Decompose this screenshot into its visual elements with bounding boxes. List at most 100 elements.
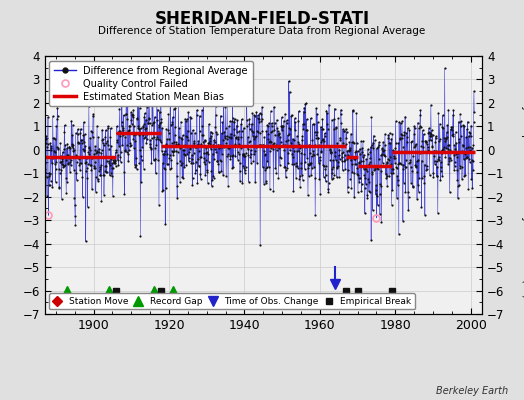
Point [108,164,117,171]
Point [219,137,227,143]
Point [105,158,114,164]
Point [157,118,166,125]
Point [42,174,51,180]
Point [192,158,200,165]
Point [82,238,90,245]
Point [237,116,246,122]
Point [179,174,188,181]
Point [118,142,127,148]
Point [425,136,433,143]
Point [170,132,179,138]
Point [134,89,142,95]
Point [440,144,449,150]
Point [294,108,303,114]
Point [377,183,385,190]
Point [303,161,312,167]
Point [233,149,242,155]
Point [339,140,347,146]
Point [298,177,307,184]
Point [100,191,108,198]
Point [383,172,391,179]
Point [406,148,414,155]
Point [118,93,126,100]
Point [73,154,81,160]
Point [194,138,202,144]
Point [42,135,50,142]
Point [189,174,197,181]
Point [385,140,393,146]
Point [318,126,326,132]
Point [181,118,190,124]
Point [123,149,131,155]
Point [270,104,278,110]
Point [399,166,408,172]
Point [74,139,82,146]
Point [301,166,309,172]
Point [436,136,444,142]
Point [366,158,374,165]
Point [101,163,109,169]
Point [158,188,167,194]
Point [108,160,116,166]
Point [169,152,177,158]
Point [394,177,402,183]
Point [77,159,85,166]
Point [385,172,393,179]
Point [202,156,210,163]
Point [63,140,72,147]
Point [266,148,275,154]
Point [397,120,405,126]
Point [68,143,76,150]
Point [221,104,230,110]
Point [255,110,264,116]
Point [276,155,285,161]
Point [454,195,462,201]
Point [180,151,188,157]
Point [234,136,243,142]
Point [458,142,467,148]
Point [115,142,123,149]
Point [362,166,370,172]
Point [212,148,221,155]
Point [413,119,422,126]
Point [328,166,336,172]
Point [412,158,421,165]
Point [43,144,51,150]
Point [367,114,376,120]
Point [312,135,320,142]
Point [50,135,58,142]
Y-axis label: Monthly Temperature Anomaly Difference (°C): Monthly Temperature Anomaly Difference (… [521,72,524,298]
Point [54,166,63,172]
Point [366,155,375,161]
Point [274,132,282,138]
Point [61,162,69,168]
Point [438,150,446,156]
Point [322,162,330,169]
Point [434,156,442,163]
Point [152,142,161,148]
Point [151,156,159,162]
Point [85,162,94,168]
Point [278,124,287,130]
Point [197,141,205,147]
Point [110,159,118,165]
Point [377,152,385,158]
Point [427,102,435,108]
Point [167,157,175,163]
Point [222,152,231,159]
Point [422,166,431,173]
Point [369,139,377,146]
Point [80,147,89,153]
Point [219,172,227,178]
Point [330,171,339,178]
Point [332,124,340,130]
Point [324,186,332,193]
Point [188,152,196,158]
Point [208,177,216,183]
Point [96,172,105,178]
Point [203,167,212,173]
Point [235,141,243,148]
Point [88,128,96,135]
Point [192,112,201,119]
Point [400,179,408,186]
